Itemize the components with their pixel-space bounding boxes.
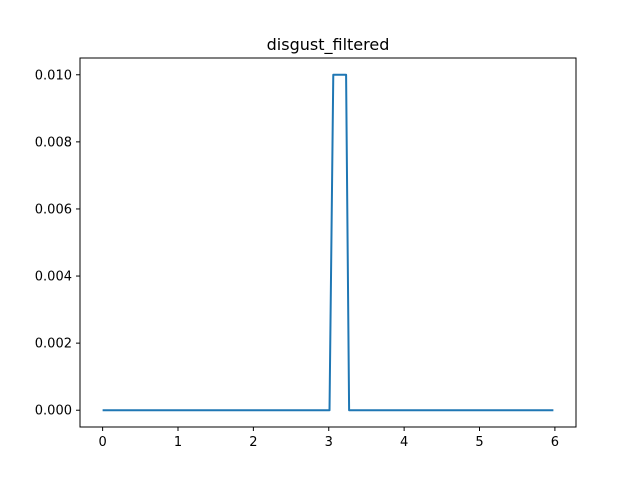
axes-frame — [79, 57, 577, 428]
y-axis: 0.000 0.002 0.004 0.006 0.008 0.010 — [35, 68, 80, 419]
chart-title: disgust_filtered — [267, 35, 390, 55]
x-tick-label: 0 — [98, 435, 106, 450]
x-tick-label: 2 — [249, 435, 257, 450]
y-tick-label: 0.002 — [35, 337, 72, 352]
x-tick-label: 6 — [551, 435, 559, 450]
plot-area — [102, 73, 554, 412]
x-tick-label: 5 — [475, 435, 483, 450]
series-line-0 — [102, 73, 554, 412]
x-tick-label: 3 — [325, 435, 333, 450]
x-tick-label: 1 — [174, 435, 182, 450]
y-tick-label: 0.000 — [35, 404, 72, 419]
y-tick-label: 0.010 — [35, 68, 72, 83]
y-tick-label: 0.006 — [35, 202, 72, 217]
x-axis: 0 1 2 3 4 5 6 — [98, 427, 559, 450]
y-tick-label: 0.004 — [35, 270, 72, 285]
y-tick-label: 0.008 — [35, 135, 72, 150]
x-tick-label: 4 — [400, 435, 408, 450]
